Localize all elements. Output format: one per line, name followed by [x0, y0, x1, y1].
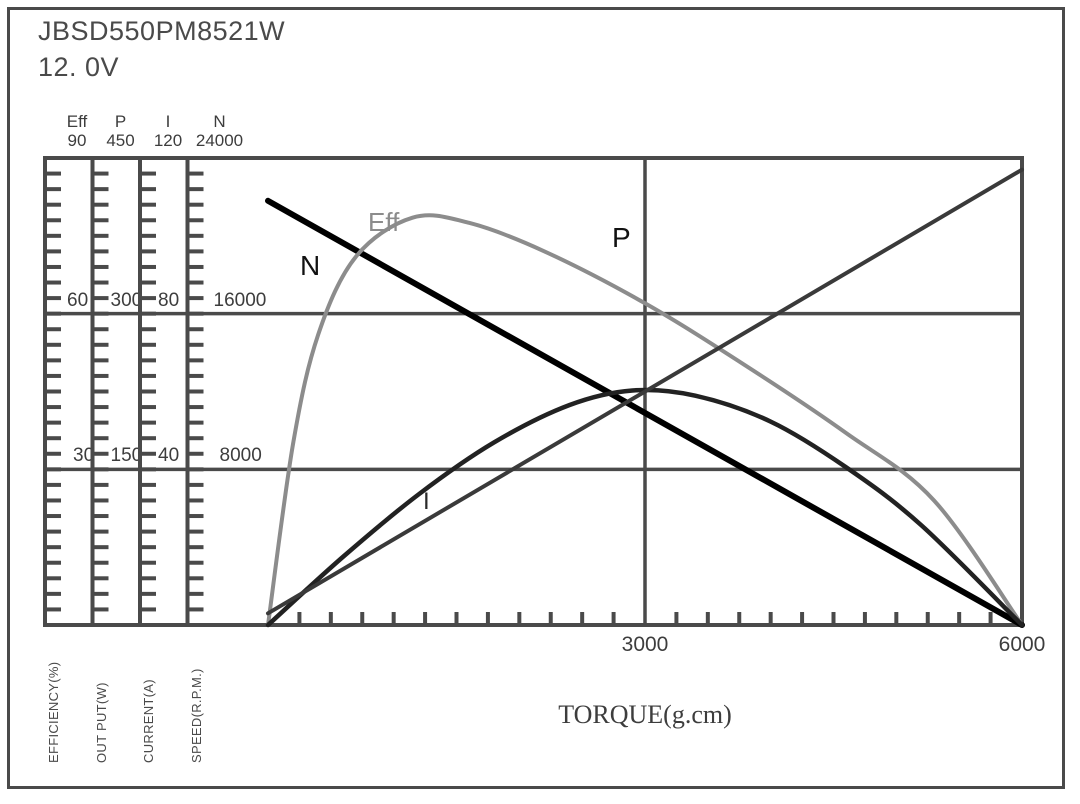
axis-tick-eff-30: 30 [73, 445, 95, 467]
x-tick-6000: 6000 [998, 633, 1046, 656]
x-axis-ticks [297, 612, 1024, 625]
model-title: JBSD550PM8521W [38, 16, 286, 46]
axis-tick-n-16000: 16000 [213, 289, 267, 311]
axis-symbol-i: I [165, 112, 171, 131]
axis-max-eff: 90 [67, 131, 87, 150]
curve-label-n: N [300, 250, 321, 281]
axis-max-p: 450 [106, 131, 135, 150]
axis-tick-p-300: 300 [110, 289, 143, 311]
axis-max-n: 24000 [195, 131, 244, 150]
axis-tick-i-80: 80 [158, 289, 180, 311]
curve-label-p: P [612, 222, 631, 253]
x-axis-title: TORQUE(g.cm) [558, 700, 732, 729]
axis-tick-n-8000: 8000 [219, 445, 262, 467]
axis-tick-p-150: 150 [110, 445, 143, 467]
axis-symbol-eff: Eff [66, 112, 88, 131]
axis-symbol-n: N [213, 112, 226, 131]
curve-label-i: I [423, 488, 430, 515]
axis-tick-i-40: 40 [158, 445, 180, 467]
voltage-title: 12. 0V [38, 52, 120, 82]
outer-frame [7, 7, 1065, 789]
axis-symbol-p: P [114, 112, 127, 131]
axis-tick-eff-60: 60 [67, 289, 89, 311]
x-tick-3000: 3000 [621, 633, 669, 656]
axis-rails [43, 156, 204, 627]
axis-max-i: 120 [153, 131, 183, 150]
series-curves [265, 167, 1025, 628]
grid-lines [43, 156, 1024, 627]
